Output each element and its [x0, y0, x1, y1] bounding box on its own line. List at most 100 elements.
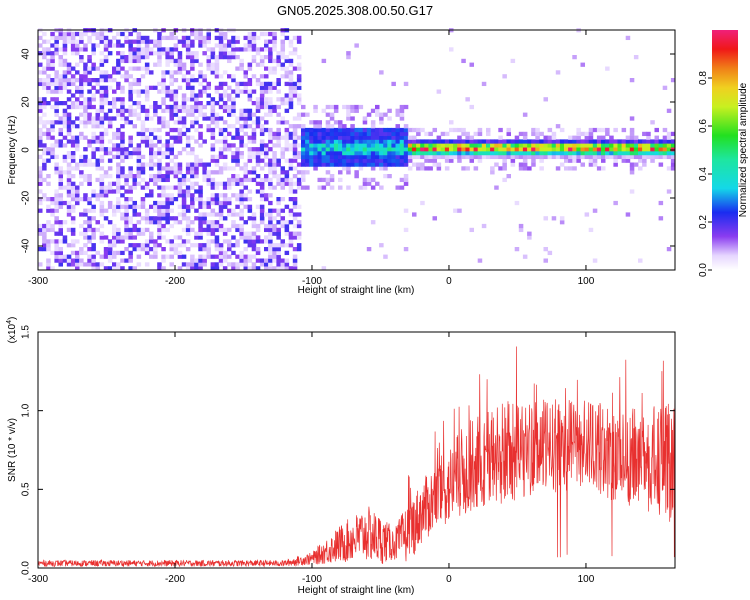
spectrogram-cell	[46, 223, 51, 229]
spectrogram-cell	[625, 135, 631, 140]
spectrogram-cell	[83, 47, 88, 52]
spectrogram-cell	[280, 181, 286, 186]
spectrogram-cell	[218, 204, 224, 209]
spectrogram-cell	[490, 147, 495, 152]
spectrogram-cell	[617, 139, 623, 144]
spectrogram-cell	[38, 116, 43, 121]
spectrogram-cell	[601, 158, 606, 163]
spectrogram-cell	[161, 81, 166, 87]
spectrogram-cell	[214, 55, 220, 60]
spectrogram-cell	[46, 78, 51, 83]
spectrogram-cell	[50, 239, 55, 244]
spectrogram-cell	[276, 212, 281, 217]
snr-y-tick-label: 0.5	[21, 482, 32, 496]
spectrogram-cell	[243, 170, 249, 175]
spectrogram-cell	[572, 55, 577, 60]
spectrogram-cell	[169, 166, 175, 171]
spectrogram-cell	[559, 151, 565, 156]
spectrogram-cell	[387, 154, 392, 160]
spectrogram-cell	[301, 127, 306, 133]
spectrogram-cell	[157, 104, 162, 110]
spectrogram-cell	[75, 85, 80, 90]
spectrogram-cell	[95, 162, 101, 167]
spectrogram-cell	[202, 43, 207, 48]
spectrogram-cell	[309, 131, 314, 137]
spectrogram-cell	[280, 266, 286, 271]
spectrogram-cell	[173, 47, 179, 52]
spectrogram-cell	[157, 227, 162, 233]
spectrogram-cell	[284, 127, 290, 133]
spectrogram-cell	[259, 258, 265, 263]
spectrogram-cell	[342, 154, 347, 160]
spectrogram-cell	[190, 262, 195, 267]
spectrogram-cell	[161, 212, 166, 217]
spectrogram-cell	[91, 93, 96, 98]
spectrogram-cell	[461, 154, 466, 160]
spectrogram-cell	[112, 266, 117, 271]
spectrogram-cell	[107, 250, 113, 256]
spectrogram-cell	[157, 243, 162, 248]
spectrogram-cell	[296, 162, 302, 167]
spectrogram-cell	[42, 78, 47, 83]
spectrogram-cell	[218, 104, 224, 110]
spectrogram-cell	[144, 39, 150, 44]
spectrogram-cell	[412, 143, 417, 148]
spectrogram-cell	[149, 174, 154, 179]
spectrogram-cell	[588, 143, 594, 148]
spectrogram-cell	[87, 174, 92, 179]
spectrogram-cell	[173, 120, 179, 125]
spectrogram-cell	[157, 39, 162, 44]
spectrogram-cell	[136, 147, 142, 152]
spectrogram-cell	[120, 74, 125, 79]
spectrogram-cell	[140, 47, 146, 52]
spectrogram-cell	[420, 127, 425, 133]
spectrogram-cell	[255, 97, 261, 102]
spectrogram-cell	[181, 239, 187, 244]
spectrogram-cell	[83, 135, 88, 140]
spectrogram-cell	[54, 208, 59, 213]
spectrogram-cell	[292, 51, 298, 56]
spectrogram-cell	[329, 104, 335, 110]
spectrogram-cell	[280, 262, 286, 267]
spectrogram-cell	[153, 43, 158, 48]
spectrogram-cell	[325, 131, 331, 137]
spectrogram-cell	[259, 185, 265, 190]
spectrogram-cell	[251, 223, 257, 229]
spectrogram-cell	[292, 254, 298, 259]
spectrogram-cell	[70, 181, 76, 186]
spectrogram-cell	[629, 162, 635, 167]
spectrogram-cell	[383, 127, 388, 133]
spectrogram-cell	[222, 258, 228, 263]
spectrogram-cell	[358, 151, 364, 156]
spectrogram-cell	[153, 247, 158, 252]
spectrogram-cell	[276, 177, 281, 183]
spectrogram-cell	[457, 208, 462, 213]
spectrogram-cell	[329, 154, 335, 160]
spectrogram-cell	[198, 104, 203, 110]
spectrogram-cell	[42, 243, 47, 248]
spectrogram-cell	[70, 208, 76, 213]
spectrogram-cell	[161, 89, 166, 94]
spectrogram-cell	[181, 189, 187, 194]
spectrogram-cell	[132, 212, 138, 217]
spectrogram-cell	[112, 254, 117, 259]
spectrogram-cell	[280, 55, 286, 60]
spectrogram-cell	[214, 158, 220, 163]
spectrogram-cell	[243, 185, 249, 190]
spectrogram-cell	[235, 243, 240, 248]
spectrogram-cell	[531, 127, 536, 133]
spectrogram-cell	[629, 154, 635, 160]
spectrogram-cell	[95, 266, 101, 271]
spectrogram-cell	[288, 81, 294, 87]
spectrogram-cell	[342, 131, 347, 137]
spectrogram-cell	[309, 151, 314, 156]
spectrogram-cell	[272, 166, 277, 171]
spectrogram-cell	[280, 62, 286, 67]
spectrogram-cell	[662, 85, 668, 90]
spectrogram-cell	[296, 35, 302, 41]
spectrogram-cell	[38, 70, 43, 75]
spectrogram-cell	[235, 151, 240, 156]
spectrogram-cell	[79, 58, 84, 64]
spectrogram-cell	[243, 120, 249, 125]
spectrogram-cell	[506, 147, 512, 152]
